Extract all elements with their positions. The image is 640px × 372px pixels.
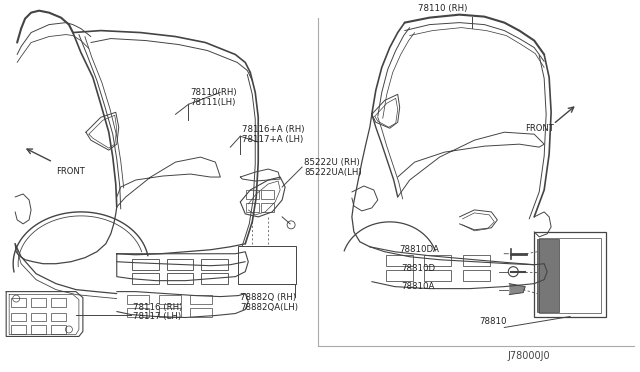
Bar [51, 312, 66, 321]
Text: 85222UA(LH): 85222UA(LH) [304, 168, 362, 177]
Bar [132, 259, 159, 270]
Text: 78882Q (RH): 78882Q (RH) [240, 292, 296, 302]
Bar [31, 312, 46, 321]
Bar [191, 295, 212, 304]
Text: 78110(RH): 78110(RH) [191, 88, 237, 97]
Text: 78116+A (RH): 78116+A (RH) [243, 125, 305, 134]
Text: 78117 (LH): 78117 (LH) [132, 312, 181, 321]
Bar [159, 295, 180, 304]
Bar [246, 203, 259, 212]
Bar [11, 312, 26, 321]
Bar [31, 298, 46, 307]
Bar [202, 273, 228, 283]
Bar [537, 239, 559, 311]
Text: 78882QA(LH): 78882QA(LH) [240, 302, 298, 311]
Bar [159, 308, 180, 317]
Bar [51, 298, 66, 307]
Bar [386, 270, 413, 280]
Text: J78000J0: J78000J0 [508, 351, 550, 361]
Text: FRONT: FRONT [56, 167, 84, 176]
Bar [202, 259, 228, 270]
Text: 78117+A (LH): 78117+A (LH) [243, 135, 303, 144]
Polygon shape [509, 283, 525, 295]
Text: 78116 (RH): 78116 (RH) [132, 302, 182, 311]
Text: 78111(LH): 78111(LH) [191, 98, 236, 107]
Bar [261, 190, 274, 199]
Bar [191, 308, 212, 317]
Bar [132, 273, 159, 283]
Bar [166, 273, 193, 283]
Bar [386, 255, 413, 266]
Text: 78810D: 78810D [402, 264, 436, 273]
Bar [127, 295, 148, 304]
Text: 78810A: 78810A [402, 282, 435, 291]
Bar [424, 270, 451, 280]
Text: 78810DA: 78810DA [400, 245, 440, 254]
Bar [424, 255, 451, 266]
Text: FRONT: FRONT [525, 124, 554, 133]
Bar [539, 238, 601, 312]
Text: 85222U (RH): 85222U (RH) [304, 158, 360, 167]
Text: 78110 (RH): 78110 (RH) [418, 4, 467, 13]
Bar [51, 326, 66, 334]
Bar [238, 246, 296, 283]
Bar [534, 232, 606, 317]
Bar [11, 298, 26, 307]
Bar [127, 308, 148, 317]
Bar [31, 326, 46, 334]
Bar [261, 203, 274, 212]
Bar [166, 259, 193, 270]
Bar [463, 270, 490, 280]
Bar [246, 190, 259, 199]
Text: 78810: 78810 [479, 317, 507, 327]
Bar [463, 255, 490, 266]
Bar [11, 326, 26, 334]
